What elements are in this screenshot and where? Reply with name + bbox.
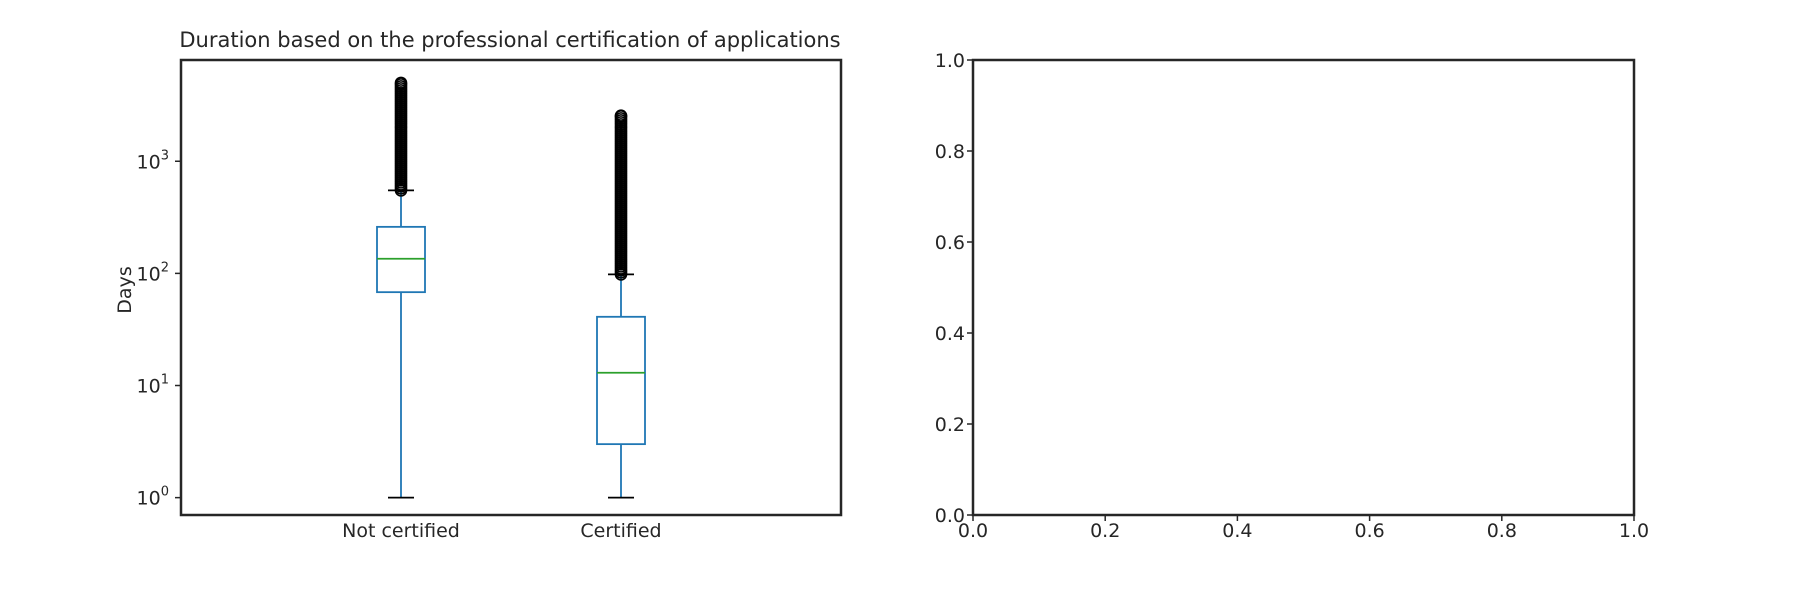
outlier-point bbox=[394, 76, 408, 90]
boxplot-panel: Duration based on the professional certi… bbox=[114, 28, 843, 542]
chart-title: Duration based on the professional certi… bbox=[179, 28, 840, 52]
plot-frame-2 bbox=[971, 58, 1636, 517]
x-tick-label: 0.6 bbox=[1354, 520, 1384, 542]
x-tick-label: 1.0 bbox=[1619, 520, 1649, 542]
y-axis-label: Days bbox=[114, 266, 136, 313]
x-tick-label: 0.8 bbox=[1487, 520, 1517, 542]
y-tick-label: 102 bbox=[137, 260, 169, 285]
box-iqr bbox=[596, 315, 646, 446]
y-tick-label: 101 bbox=[137, 373, 169, 398]
boxes-layer bbox=[376, 76, 646, 499]
y-tick-label: 0.6 bbox=[935, 232, 965, 254]
x-tick-label: Not certified bbox=[342, 520, 460, 542]
y-tick-label: 0.2 bbox=[935, 414, 965, 436]
outlier-point bbox=[614, 109, 628, 122]
y-tick-label: 100 bbox=[137, 485, 169, 510]
x-tick-label: 0.2 bbox=[1090, 520, 1120, 542]
x-tick-label: Certified bbox=[580, 520, 661, 542]
y-tick-label: 103 bbox=[137, 148, 169, 173]
empty-axes-panel: 0.0 0.2 0.4 0.6 0.8 1.0 0.0 0.2 0.4 0.6 0.8 1.0 bbox=[935, 50, 1649, 542]
x-tick-label: 0.4 bbox=[1222, 520, 1252, 542]
y-tick-label: 0.0 bbox=[935, 505, 965, 527]
y-axis-ticks-2: 0.0 0.2 0.4 0.6 0.8 1.0 bbox=[935, 50, 973, 527]
x-tick-label: 0.0 bbox=[958, 520, 988, 542]
x-axis-tick-labels: Not certified Certified bbox=[342, 520, 661, 542]
y-tick-label: 0.4 bbox=[935, 323, 965, 345]
x-axis-ticks-2: 0.0 0.2 0.4 0.6 0.8 1.0 bbox=[958, 515, 1649, 542]
plot-frame bbox=[179, 58, 843, 517]
y-axis-ticks: 100 101 102 103 bbox=[137, 148, 181, 510]
y-tick-label: 1.0 bbox=[935, 50, 965, 72]
y-tick-label: 0.8 bbox=[935, 141, 965, 163]
